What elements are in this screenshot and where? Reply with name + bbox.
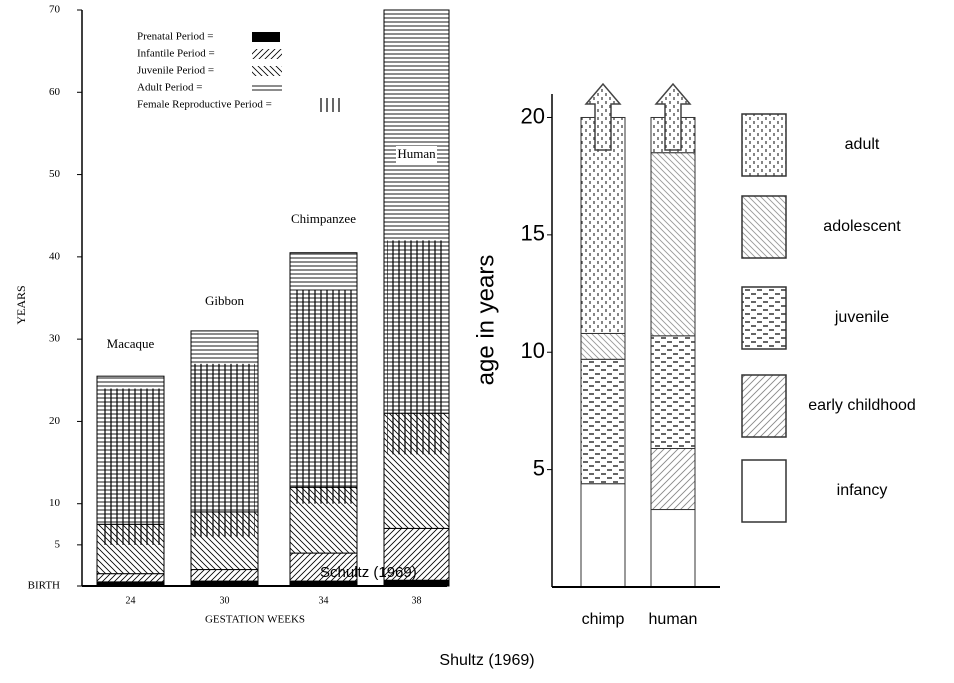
legend-label: Prenatal Period = [137,31,213,43]
y-tick-label: 5 [55,538,61,550]
category-label: Gibbon [205,293,245,308]
legend-swatch [741,195,787,259]
reproductive-range [387,240,446,455]
x-tick-label: 34 [319,595,329,606]
bar-segment [580,358,626,485]
y-tick-label: 20 [49,415,61,427]
legend-label: Adult Period = [137,82,202,94]
bar-segment [580,332,626,360]
category-label: Chimpanzee [291,211,356,226]
y-tick-label: 50 [49,168,61,180]
legend-label: Juvenile Period = [137,65,214,77]
y-tick-label: 10 [521,338,545,363]
y-tick-label: 5 [533,455,545,480]
bar-segment [580,116,626,334]
y-tick-label: 40 [49,250,61,262]
legend-swatch [252,66,282,76]
legend-swatch [252,32,280,42]
x-tick-label: 30 [220,595,230,606]
y-tick-label: 20 [521,103,545,128]
chart: Macaque 24 Gibbon 30 Chimpanzee 34 Human 38 BIRT… [14,4,450,626]
legend-swatch [252,83,282,93]
arrow [654,82,692,151]
annotation: Schultz (1969) [320,564,417,581]
y-tick-label: BIRTH [28,580,60,592]
legend-swatch [741,459,787,523]
chart: chimp human 5 10 15 20 age in years infancy earl… [472,94,916,628]
arrow [584,82,622,151]
y-axis-label: age in years [472,255,499,386]
legend-label: adolescent [823,218,901,235]
y-tick-label: 15 [521,221,545,246]
legend-label: infancy [837,482,888,499]
legend-label: early childhood [808,397,916,414]
y-tick-label: 10 [49,497,61,509]
x-tick-label: 24 [126,595,136,606]
legend-label: juvenile [834,309,889,326]
bar-segment [96,573,165,583]
category-label: Human [397,146,436,161]
legend-swatch [741,286,787,350]
legend-swatch [252,49,282,59]
label-bg [396,146,437,164]
legend-swatch [316,98,344,112]
bar-segment [650,335,696,449]
legend-swatch [741,374,787,438]
legend-label: Infantile Period = [137,48,215,60]
arrows [584,82,692,151]
bar-segment [190,569,259,582]
reproductive-range [293,289,354,504]
reproductive-range [194,363,255,537]
bar-segment [650,152,696,337]
bar-segment [650,447,696,511]
bar-segment [650,509,696,588]
caption: Shultz (1969) [439,652,534,669]
y-tick-label: 70 [49,4,61,16]
reproductive-range [100,388,161,545]
legend-label: Female Reproductive Period = [137,99,272,111]
x-tick-label: chimp [582,611,625,628]
legend-label: adult [845,136,880,153]
bar-segment [580,483,626,588]
legend-swatch [741,113,787,177]
x-tick-label: human [649,611,698,628]
x-tick-label: 38 [412,595,422,606]
category-label: Macaque [107,336,155,351]
y-axis-label: YEARS [14,285,28,324]
y-tick-label: 60 [49,86,61,98]
x-axis-label: GESTATION WEEKS [205,614,305,626]
y-tick-label: 30 [49,333,61,345]
